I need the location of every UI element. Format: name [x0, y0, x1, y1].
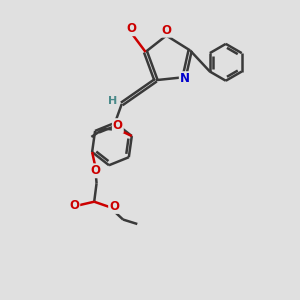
Text: O: O	[113, 119, 123, 132]
Text: O: O	[90, 164, 100, 177]
Text: N: N	[180, 72, 190, 85]
Text: H: H	[108, 96, 117, 106]
Text: O: O	[109, 200, 119, 213]
Text: O: O	[161, 24, 171, 37]
Text: O: O	[69, 199, 79, 212]
Text: O: O	[127, 22, 136, 35]
